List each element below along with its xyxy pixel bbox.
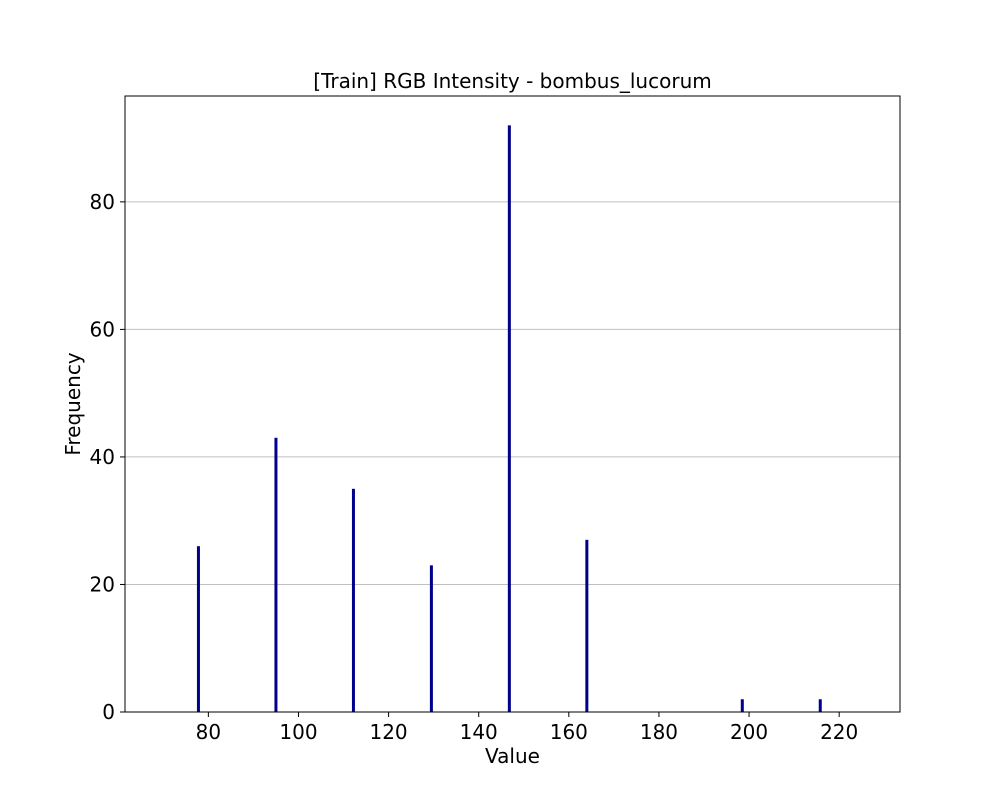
y-axis-title: Frequency	[61, 352, 85, 455]
histogram-bar	[818, 699, 822, 712]
x-tick-label: 120	[369, 720, 407, 744]
bars	[196, 125, 822, 713]
histogram-bar	[429, 565, 433, 712]
histogram-bar	[585, 539, 589, 712]
x-tick-label: 160	[550, 720, 588, 744]
x-tick-label: 200	[730, 720, 768, 744]
chart-title: [Train] RGB Intensity - bombus_lucorum	[313, 69, 711, 93]
plot-frame	[124, 95, 901, 713]
y-tick-label: 40	[90, 445, 115, 469]
x-tick-label: 140	[460, 720, 498, 744]
histogram-bar	[740, 699, 744, 712]
histogram-bar	[507, 125, 511, 713]
x-tick-label: 220	[820, 720, 858, 744]
histogram-bar	[196, 546, 200, 712]
x-axis-ticks: 80 100 120 140 160 180 200 220	[196, 712, 858, 744]
x-tick-label: 100	[279, 720, 317, 744]
y-tick-label: 80	[90, 190, 115, 214]
x-tick-label: 80	[196, 720, 221, 744]
y-tick-label: 20	[90, 572, 115, 596]
grid-lines	[125, 201, 900, 585]
y-axis-ticks: 0 20 40 60 80	[90, 190, 125, 724]
x-tick-label: 180	[640, 720, 678, 744]
x-axis-title: Value	[485, 744, 540, 768]
y-tick-label: 60	[90, 317, 115, 341]
y-tick-label: 0	[102, 700, 115, 724]
histogram-bar	[274, 437, 278, 712]
histogram-bar	[351, 488, 355, 712]
